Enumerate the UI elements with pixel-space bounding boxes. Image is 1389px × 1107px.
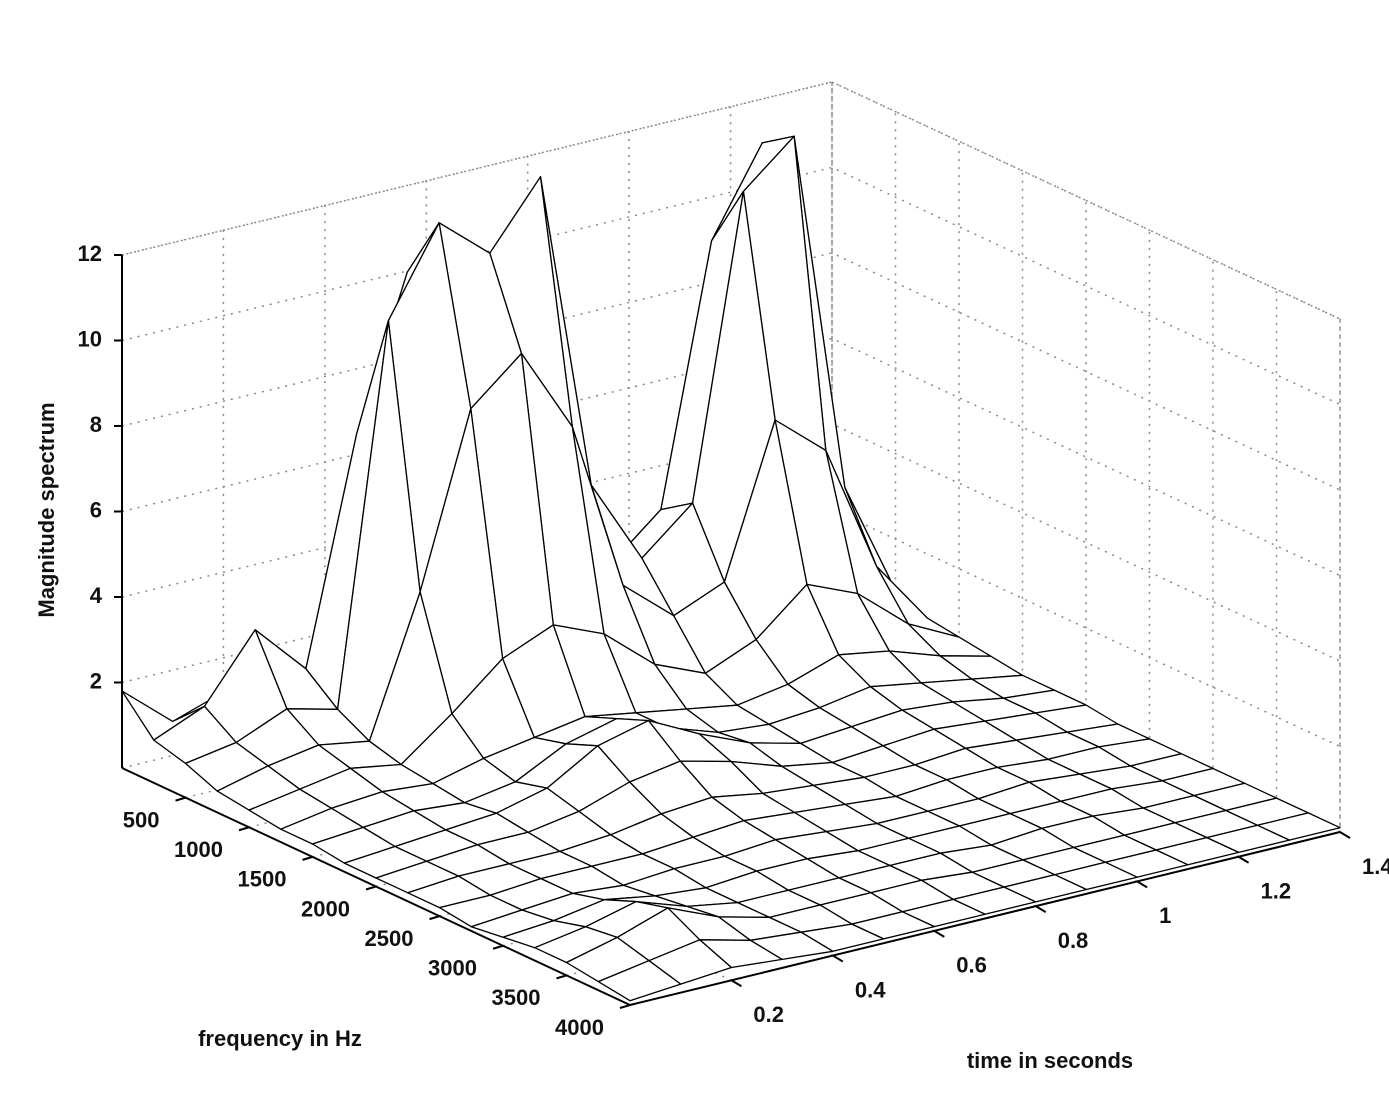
x-tick-label: 1000: [174, 837, 223, 862]
y-tick-label: 0.4: [855, 977, 886, 1002]
z-tick-label: 8: [90, 412, 102, 437]
y-tick: [730, 979, 742, 988]
grid-line: [121, 423, 1341, 662]
x-tick: [556, 974, 567, 980]
x-tick-label: 4000: [555, 1015, 604, 1040]
y-tick: [832, 954, 844, 963]
y-tick: [933, 929, 945, 938]
grid-line: [121, 166, 1341, 406]
y-tick-label: 0.2: [753, 1002, 784, 1027]
grid-line: [121, 508, 1341, 748]
y-tick: [1238, 855, 1250, 864]
x-tick: [619, 1004, 631, 1009]
x-tick: [429, 915, 440, 921]
x-tick-label: 2000: [301, 896, 350, 921]
side-wall: [831, 80, 1341, 834]
y-tick-label: 0.6: [956, 953, 987, 978]
z-tick-label: 10: [78, 326, 102, 351]
z-tick-label: 2: [90, 668, 102, 693]
x-tick: [238, 826, 250, 832]
y-axis-label: time in seconds: [967, 1048, 1133, 1073]
x-axis-label: frequency in Hz: [198, 1026, 362, 1051]
grid-line: [375, 200, 1087, 888]
z-tick-label: 12: [78, 241, 102, 266]
grid-line: [439, 230, 1151, 917]
grid-line: [121, 337, 1341, 577]
z-axis-label: Magnitude spectrum: [34, 402, 59, 617]
grid-line: [185, 111, 897, 799]
x-tick: [302, 855, 313, 861]
surface-cell: [597, 960, 682, 1002]
y-tick: [1339, 831, 1351, 839]
x-tick: [175, 796, 186, 802]
y-axis: [629, 831, 1341, 1006]
grid-line: [502, 259, 1214, 947]
grid-line: [248, 141, 960, 829]
y-tick-label: 0.8: [1058, 928, 1089, 953]
x-tick-label: 3000: [428, 956, 477, 981]
grid-line: [312, 170, 1024, 858]
y-tick-label: 1: [1159, 903, 1171, 928]
z-tick-label: 6: [90, 497, 102, 522]
y-tick: [1136, 880, 1148, 889]
x-tick-label: 1500: [238, 867, 287, 892]
z-tick-label: 4: [90, 583, 103, 608]
x-tick: [365, 885, 377, 891]
x-tick-label: 3500: [492, 985, 541, 1010]
grid-line: [121, 81, 1341, 320]
y-tick-label: 1.4: [1362, 854, 1389, 879]
x-tick: [492, 944, 504, 950]
y-tick: [1035, 905, 1047, 914]
grid-line: [566, 289, 1278, 977]
y-tick-label: 1.2: [1261, 879, 1292, 904]
x-tick-label: 2500: [365, 926, 414, 951]
grid-line: [121, 252, 1341, 491]
grid-line: [629, 319, 1341, 1006]
x-tick-label: 500: [123, 807, 160, 832]
